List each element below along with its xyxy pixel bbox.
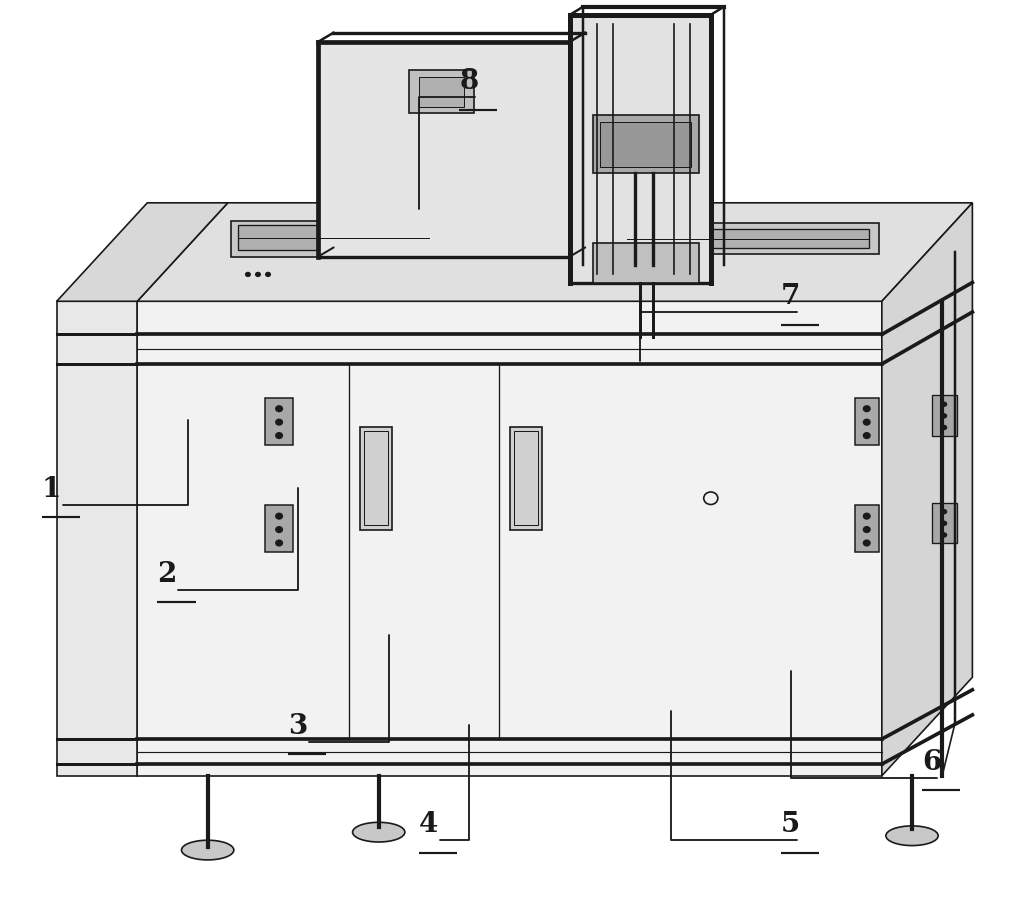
Text: 3: 3 bbox=[289, 713, 308, 740]
Bar bbox=[238, 225, 429, 251]
Circle shape bbox=[275, 513, 284, 520]
Circle shape bbox=[863, 432, 871, 439]
Circle shape bbox=[941, 533, 947, 538]
Circle shape bbox=[245, 272, 251, 277]
Circle shape bbox=[255, 272, 261, 277]
Circle shape bbox=[863, 405, 871, 412]
Bar bbox=[855, 398, 879, 445]
Bar bbox=[319, 41, 570, 257]
Ellipse shape bbox=[182, 841, 234, 860]
Polygon shape bbox=[57, 302, 137, 776]
Bar bbox=[359, 427, 391, 530]
Bar bbox=[363, 431, 387, 525]
Bar bbox=[628, 229, 869, 249]
Circle shape bbox=[941, 401, 947, 407]
Circle shape bbox=[275, 526, 284, 533]
Circle shape bbox=[863, 513, 871, 520]
Circle shape bbox=[941, 521, 947, 526]
Circle shape bbox=[863, 540, 871, 547]
Circle shape bbox=[275, 418, 284, 426]
Polygon shape bbox=[137, 203, 973, 302]
Text: 8: 8 bbox=[459, 68, 478, 95]
Bar bbox=[600, 122, 690, 167]
Bar bbox=[593, 243, 698, 284]
Ellipse shape bbox=[886, 826, 938, 846]
Circle shape bbox=[275, 432, 284, 439]
Circle shape bbox=[275, 405, 284, 412]
Circle shape bbox=[863, 418, 871, 426]
Bar bbox=[265, 506, 294, 552]
Circle shape bbox=[941, 425, 947, 430]
Bar bbox=[570, 15, 710, 284]
Text: 5: 5 bbox=[781, 812, 800, 839]
Bar bbox=[932, 503, 958, 543]
Bar bbox=[621, 255, 681, 277]
Text: 1: 1 bbox=[41, 476, 61, 503]
Circle shape bbox=[863, 526, 871, 533]
Polygon shape bbox=[621, 224, 879, 254]
Bar bbox=[265, 398, 294, 445]
Text: 6: 6 bbox=[922, 749, 941, 776]
Circle shape bbox=[941, 413, 947, 418]
Polygon shape bbox=[231, 221, 510, 257]
Bar bbox=[855, 506, 879, 552]
Bar bbox=[932, 395, 958, 436]
Circle shape bbox=[275, 540, 284, 547]
Bar bbox=[510, 427, 542, 530]
Circle shape bbox=[265, 272, 271, 277]
Polygon shape bbox=[137, 302, 882, 776]
Bar bbox=[409, 70, 474, 113]
Bar bbox=[419, 76, 464, 107]
Polygon shape bbox=[57, 203, 228, 302]
Text: 7: 7 bbox=[781, 283, 800, 310]
Bar bbox=[333, 225, 373, 251]
Bar bbox=[593, 115, 698, 173]
Text: 4: 4 bbox=[419, 812, 438, 839]
Polygon shape bbox=[882, 203, 973, 776]
Ellipse shape bbox=[352, 823, 405, 842]
Text: 2: 2 bbox=[157, 560, 177, 588]
Bar bbox=[514, 431, 538, 525]
Circle shape bbox=[941, 509, 947, 515]
